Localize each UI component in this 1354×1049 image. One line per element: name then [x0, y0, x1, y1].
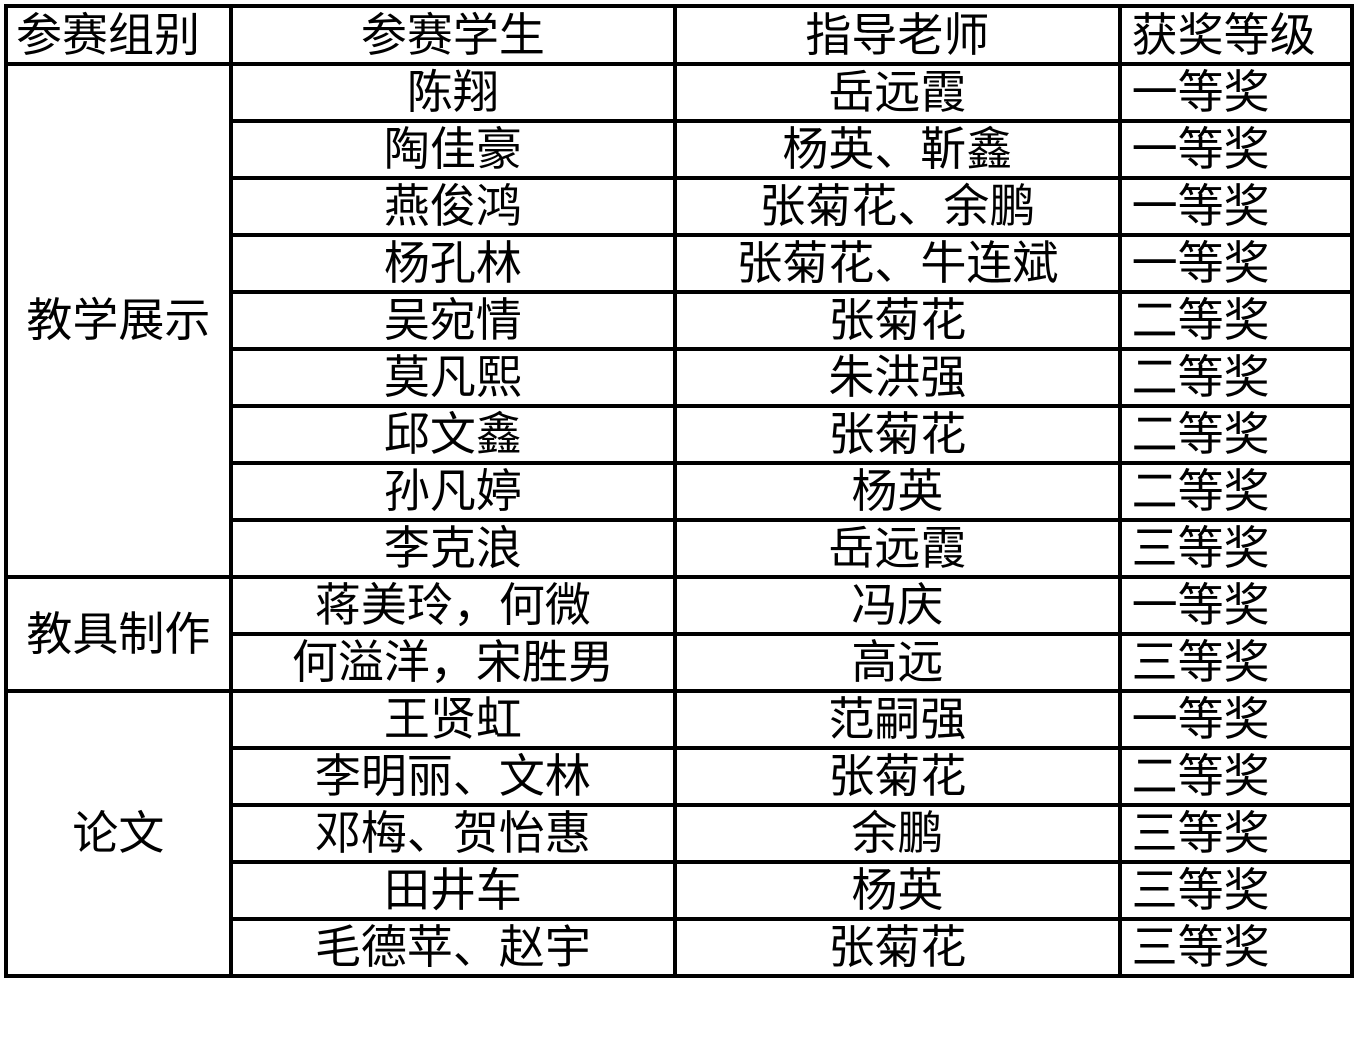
student-cell: 燕俊鸿 [228, 176, 678, 237]
table-row: 吴宛情 张菊花 二等奖 [6, 290, 1354, 351]
table-row: 教具制作 蒋美玲，何微 冯庆 一等奖 [4, 575, 1354, 693]
award-cell: 三等奖 [1117, 632, 1354, 693]
student-cell: 邱文鑫 [228, 404, 678, 465]
student-cell: 莫凡熙 [228, 347, 678, 408]
award-cell: 一等奖 [1117, 575, 1354, 636]
award-cell: 一等奖 [1117, 176, 1354, 237]
award-cell: 二等奖 [1117, 347, 1354, 408]
table-row: 邓梅、贺怡惠 余鹏 三等奖 [6, 803, 1354, 864]
teacher-cell: 余鹏 [673, 803, 1122, 864]
table-row: 陶佳豪 杨英、靳鑫 一等奖 [6, 119, 1354, 180]
student-cell: 孙凡婷 [228, 461, 678, 522]
teacher-cell: 张菊花 [673, 404, 1122, 465]
table-row: 李克浪 岳远霞 三等奖 [6, 518, 1354, 579]
award-cell: 二等奖 [1117, 461, 1354, 522]
group-cell: 教学展示 [4, 62, 233, 579]
award-cell: 一等奖 [1117, 689, 1354, 750]
award-table: 参赛组别 参赛学生 指导老师 获奖等级 教学展示 陈翔 岳远霞 一等奖 陶佳豪 杨英、靳鑫… [4, 4, 1354, 978]
table-row: 孙凡婷 杨英 二等奖 [6, 461, 1354, 522]
award-cell: 三等奖 [1117, 803, 1354, 864]
table-row: 何溢洋，宋胜男 高远 三等奖 [6, 632, 1354, 693]
award-cell: 一等奖 [1117, 233, 1354, 294]
table-row: 李明丽、文林 张菊花 二等奖 [6, 746, 1354, 807]
teacher-cell: 冯庆 [673, 575, 1122, 636]
table-row: 论文 王贤虹 范嗣强 一等奖 [4, 689, 1354, 978]
header-student: 参赛学生 [228, 4, 678, 66]
teacher-cell: 张菊花、余鹏 [673, 176, 1122, 237]
student-cell: 陶佳豪 [228, 119, 678, 180]
teacher-cell: 张菊花 [673, 917, 1122, 978]
award-cell: 一等奖 [1117, 62, 1354, 123]
award-cell: 二等奖 [1117, 290, 1354, 351]
student-cell: 蒋美玲，何微 [228, 575, 678, 636]
teacher-cell: 岳远霞 [673, 62, 1122, 123]
student-cell: 毛德苹、赵宇 [228, 917, 678, 978]
teacher-cell: 高远 [673, 632, 1122, 693]
teacher-cell: 张菊花 [673, 290, 1122, 351]
group-cell: 论文 [4, 689, 233, 978]
student-cell: 何溢洋，宋胜男 [228, 632, 678, 693]
student-cell: 田井车 [228, 860, 678, 921]
group-cell: 教具制作 [4, 575, 233, 693]
table-row: 邱文鑫 张菊花 二等奖 [6, 404, 1354, 465]
table-row: 燕俊鸿 张菊花、余鹏 一等奖 [6, 176, 1354, 237]
table-row: 教学展示 陈翔 岳远霞 一等奖 [4, 62, 1354, 579]
teacher-cell: 岳远霞 [673, 518, 1122, 579]
teacher-cell: 张菊花 [673, 746, 1122, 807]
teacher-cell: 范嗣强 [673, 689, 1122, 750]
student-cell: 吴宛情 [228, 290, 678, 351]
student-cell: 邓梅、贺怡惠 [228, 803, 678, 864]
award-cell: 二等奖 [1117, 746, 1354, 807]
table-body: 教学展示 陈翔 岳远霞 一等奖 陶佳豪 杨英、靳鑫 一等奖 燕俊鸿 张菊花、余鹏 一等奖 杨孔林 张菊… [4, 62, 1354, 978]
header-teacher: 指导老师 [673, 4, 1122, 66]
header-award: 获奖等级 [1117, 4, 1354, 66]
student-cell: 李明丽、文林 [228, 746, 678, 807]
award-cell: 一等奖 [1117, 119, 1354, 180]
student-cell: 李克浪 [228, 518, 678, 579]
teacher-cell: 杨英 [673, 461, 1122, 522]
table-row: 杨孔林 张菊花、牛连斌 一等奖 [6, 233, 1354, 294]
award-cell: 三等奖 [1117, 860, 1354, 921]
student-cell: 陈翔 [228, 62, 678, 123]
teacher-cell: 杨英、靳鑫 [673, 119, 1122, 180]
table-row: 毛德苹、赵宇 张菊花 三等奖 [6, 917, 1354, 978]
header-group: 参赛组别 [4, 4, 233, 66]
teacher-cell: 朱洪强 [673, 347, 1122, 408]
teacher-cell: 杨英 [673, 860, 1122, 921]
award-cell: 三等奖 [1117, 518, 1354, 579]
table-row: 田井车 杨英 三等奖 [6, 860, 1354, 921]
student-cell: 杨孔林 [228, 233, 678, 294]
award-cell: 二等奖 [1117, 404, 1354, 465]
table-row: 莫凡熙 朱洪强 二等奖 [6, 347, 1354, 408]
header-row: 参赛组别 参赛学生 指导老师 获奖等级 [4, 4, 1354, 66]
award-cell: 三等奖 [1117, 917, 1354, 978]
teacher-cell: 张菊花、牛连斌 [673, 233, 1122, 294]
student-cell: 王贤虹 [228, 689, 678, 750]
